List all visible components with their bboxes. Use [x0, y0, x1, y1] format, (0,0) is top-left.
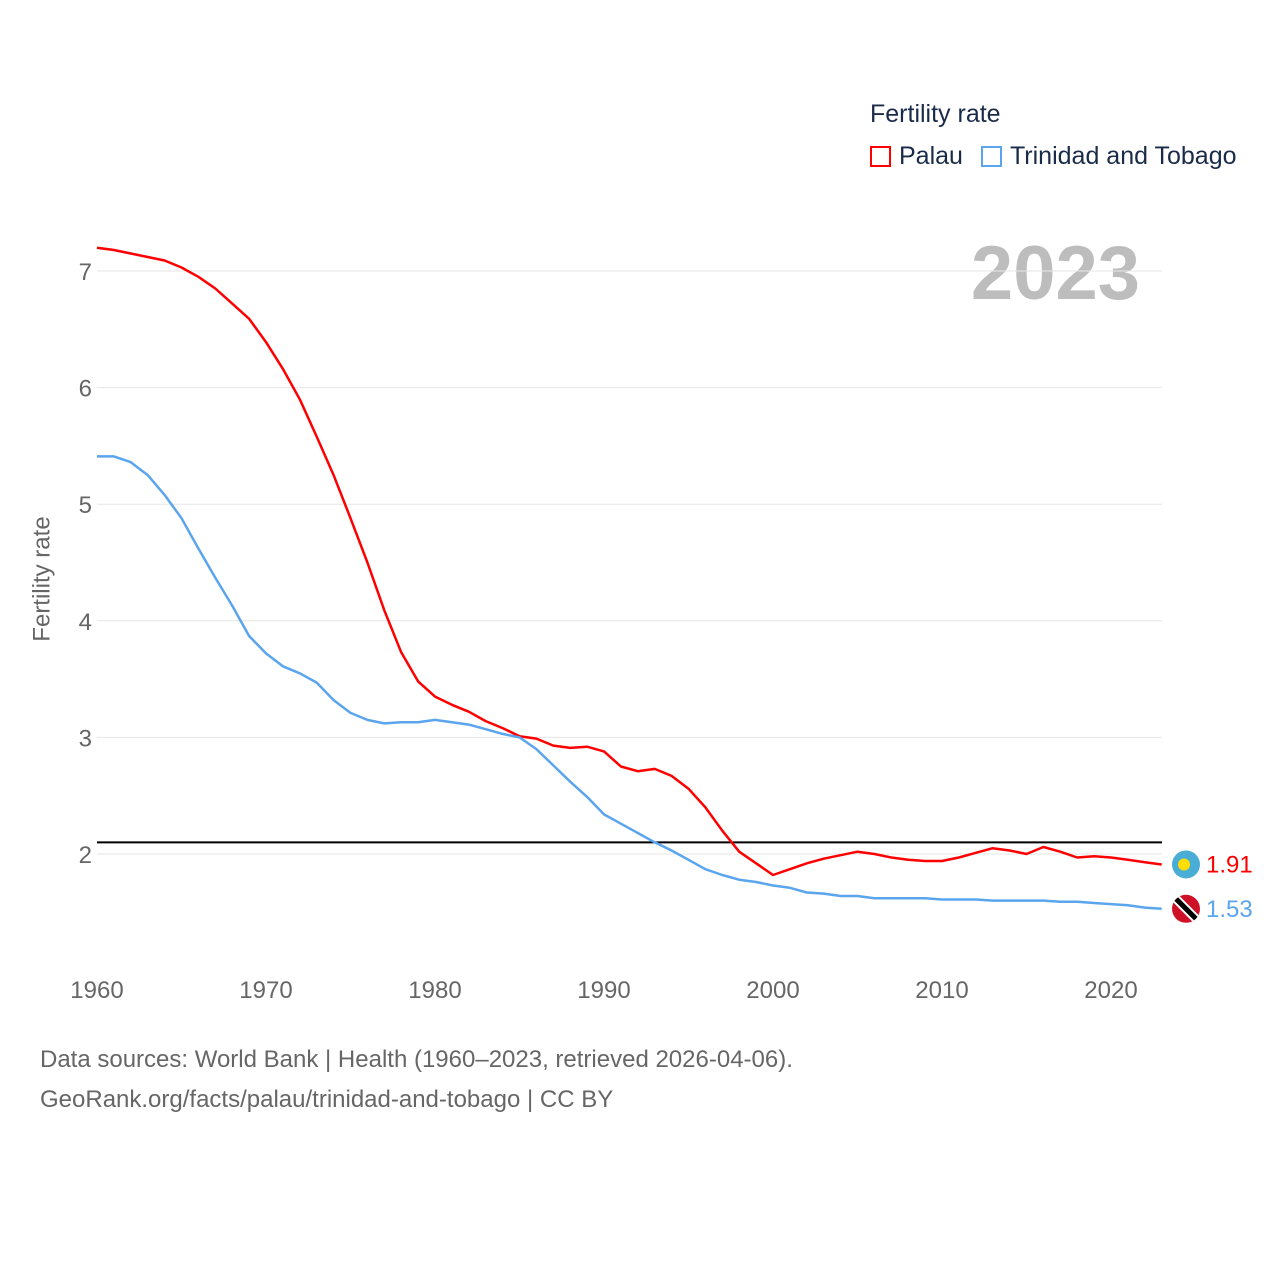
x-tick-label: 2000 [746, 977, 799, 1004]
legend-label-trinidad: Trinidad and Tobago [1009, 142, 1237, 170]
x-tick-label: 2010 [915, 977, 968, 1004]
legend-title: Fertility rate [870, 100, 1001, 128]
series-line-palau [96, 246, 1162, 877]
series-line-trinidad [97, 455, 1162, 911]
legend: Palau Trinidad and Tobago [870, 142, 1255, 171]
x-tick-label: 1970 [239, 977, 292, 1004]
x-tick-label: 1960 [70, 977, 123, 1004]
trinidad-swatch [980, 146, 1002, 167]
footer-source: Data sources: World Bank | Health (1960–… [40, 1046, 793, 1073]
legend-item-trinidad[interactable]: Trinidad and Tobago [980, 142, 1237, 171]
x-tick-label: 2020 [1084, 977, 1137, 1004]
palau-flag-disc [1178, 858, 1190, 871]
current-year-label: 2023 [970, 231, 1140, 316]
legend-item-palau[interactable]: Palau [870, 142, 963, 171]
y-tick-label: 2 [79, 842, 92, 869]
trinidad-flag-stripe-black [1172, 894, 1200, 923]
end-value-label: 1.53 [1206, 896, 1253, 923]
y-tick-label: 6 [79, 376, 92, 403]
y-tick-label: 3 [79, 725, 92, 752]
x-tick-label: 1980 [408, 977, 461, 1004]
x-tick-label: 1990 [577, 977, 630, 1004]
y-tick-label: 4 [79, 609, 92, 636]
end-value-label: 1.91 [1206, 851, 1253, 878]
y-tick-label: 5 [79, 492, 92, 519]
footer-link[interactable]: GeoRank.org/facts/palau/trinidad-and-tob… [40, 1086, 614, 1113]
legend-label-palau: Palau [899, 142, 963, 170]
y-tick-label: 7 [79, 259, 92, 286]
palau-swatch [870, 146, 891, 167]
